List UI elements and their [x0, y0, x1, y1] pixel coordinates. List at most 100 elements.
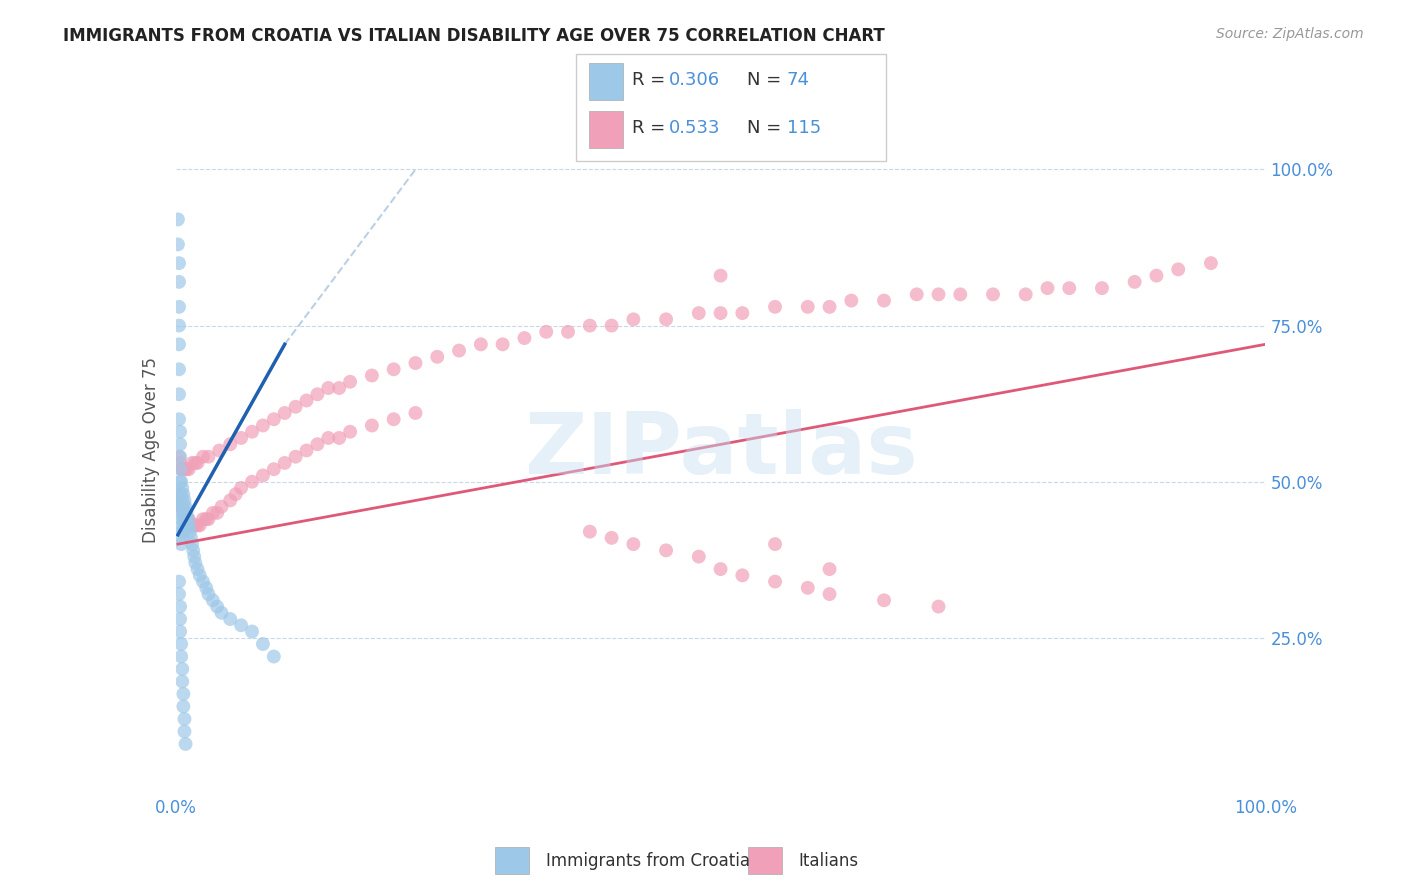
Bar: [589, 112, 623, 148]
Point: [169, 462, 191, 476]
Point: [328, 381, 350, 395]
Point: [169, 437, 191, 451]
Point: [928, 599, 950, 614]
Point: [173, 712, 195, 726]
Point: [688, 549, 710, 564]
Point: [167, 275, 190, 289]
Point: [263, 412, 285, 426]
Point: [405, 406, 427, 420]
Point: [284, 400, 307, 414]
Point: [191, 512, 214, 526]
Point: [167, 587, 190, 601]
Text: ZIPatlas: ZIPatlas: [523, 409, 918, 492]
Point: [173, 518, 195, 533]
Point: [172, 512, 194, 526]
Point: [360, 418, 382, 433]
Point: [600, 531, 623, 545]
Point: [1091, 281, 1114, 295]
Point: [176, 518, 198, 533]
Point: [170, 500, 193, 514]
Point: [201, 506, 224, 520]
Point: [873, 293, 896, 308]
Point: [231, 618, 253, 632]
Point: [170, 537, 193, 551]
Point: [225, 487, 247, 501]
Point: [177, 462, 200, 476]
Point: [621, 537, 644, 551]
Point: [949, 287, 972, 301]
Point: [219, 612, 242, 626]
Point: [405, 356, 427, 370]
Point: [191, 450, 214, 464]
Point: [1015, 287, 1038, 301]
Point: [219, 437, 242, 451]
Point: [763, 574, 786, 589]
Point: [318, 431, 340, 445]
Point: [360, 368, 382, 383]
Point: [169, 425, 191, 439]
Point: [172, 687, 194, 701]
Point: [169, 487, 191, 501]
Point: [177, 518, 200, 533]
Point: [167, 237, 190, 252]
Point: [841, 293, 863, 308]
Point: [263, 462, 285, 476]
Point: [181, 518, 204, 533]
Point: [818, 300, 841, 314]
Point: [170, 500, 193, 514]
Text: 0.533: 0.533: [669, 120, 721, 137]
Point: [274, 456, 297, 470]
Point: [339, 425, 361, 439]
Point: [177, 512, 200, 526]
Point: [710, 562, 733, 576]
Point: [173, 506, 195, 520]
Point: [176, 462, 198, 476]
Point: [195, 581, 218, 595]
Point: [205, 599, 228, 614]
Point: [382, 412, 405, 426]
Point: [1057, 281, 1080, 295]
Point: [197, 587, 219, 601]
Point: [339, 375, 361, 389]
Bar: [589, 63, 623, 100]
Point: [169, 493, 191, 508]
Point: [211, 500, 233, 514]
Point: [170, 649, 193, 664]
Point: [181, 456, 204, 470]
Point: [328, 431, 350, 445]
Point: [208, 443, 231, 458]
Point: [731, 568, 754, 582]
Point: [169, 475, 191, 489]
Point: [167, 256, 190, 270]
Text: N =: N =: [747, 71, 786, 89]
Point: [172, 500, 194, 514]
Point: [426, 350, 449, 364]
Point: [174, 512, 197, 526]
Point: [184, 518, 207, 533]
Point: [318, 381, 340, 395]
Point: [172, 487, 194, 501]
Point: [621, 312, 644, 326]
Point: [796, 581, 818, 595]
Point: [252, 637, 274, 651]
Point: [172, 524, 194, 539]
Point: [252, 418, 274, 433]
Point: [219, 493, 242, 508]
Point: [1199, 256, 1222, 270]
Text: N =: N =: [747, 120, 786, 137]
Point: [173, 724, 195, 739]
Point: [170, 637, 193, 651]
Point: [818, 587, 841, 601]
Point: [167, 337, 190, 351]
Point: [274, 406, 297, 420]
Point: [176, 512, 198, 526]
Point: [195, 512, 218, 526]
Point: [252, 468, 274, 483]
Point: [201, 593, 224, 607]
Point: [579, 524, 602, 539]
Point: [447, 343, 470, 358]
Point: [172, 518, 194, 533]
Point: [600, 318, 623, 333]
Text: R =: R =: [633, 120, 671, 137]
Point: [180, 518, 202, 533]
